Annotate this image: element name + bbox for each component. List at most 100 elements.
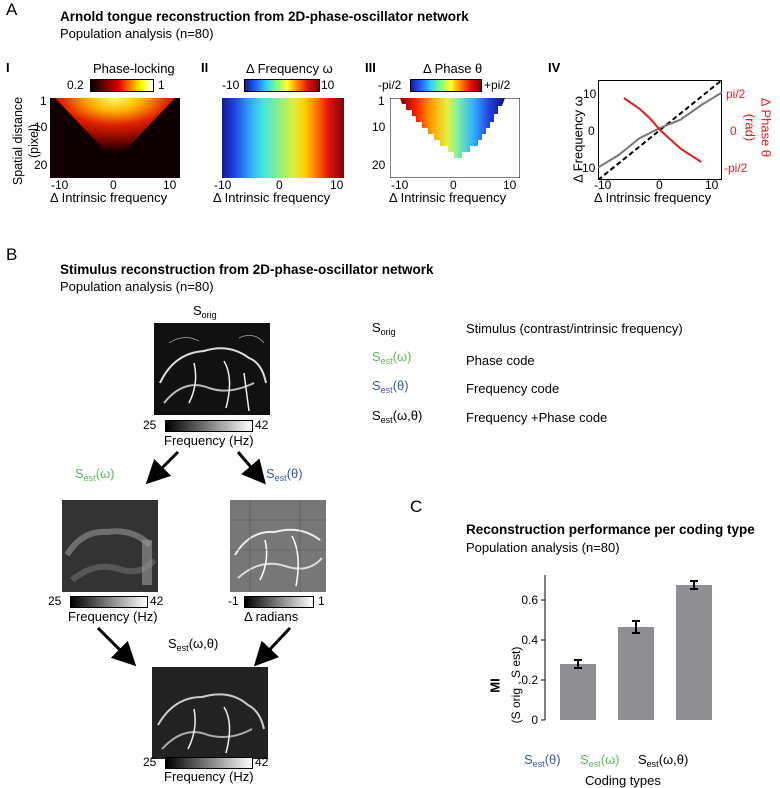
- xlabel-iv: Δ Intrinsic frequency: [594, 190, 712, 205]
- legend-both-symbol: Sest(ω,θ): [372, 408, 423, 425]
- cbar-theta-max: 1: [318, 594, 325, 608]
- xtick-iii-0: 0: [450, 178, 457, 192]
- cbar-orig-label: Frequency (Hz): [164, 433, 254, 448]
- y-tick-label: 0.6: [521, 593, 538, 607]
- delta-frequency-colorbar: [244, 79, 320, 92]
- xlabel-iii: Δ Intrinsic frequency: [389, 190, 507, 205]
- identity-line: [598, 80, 722, 180]
- phase-curve: [623, 97, 702, 163]
- y-tick-label: 0.2: [521, 673, 538, 687]
- iv-ytick-right-pi2: pi/2: [726, 87, 746, 101]
- xtick-iv-0: 0: [656, 178, 663, 192]
- iv-ytick-right-negpi2: -pi/2: [724, 161, 748, 175]
- legend-orig-desc: Stimulus (contrast/intrinsic frequency): [466, 321, 683, 336]
- s-est-theta-image: [230, 500, 326, 592]
- arnold-line-plot: [598, 80, 722, 180]
- ytick-iii-1: 1: [378, 94, 385, 108]
- phase-locking-colorbar: [90, 79, 154, 92]
- coding-types-label: Coding types: [585, 773, 661, 788]
- iv-y-right-label: Δ Phase θ: [758, 97, 774, 158]
- legend-theta-desc: Frequency code: [466, 381, 560, 396]
- iv-ytick-left-0: 0: [588, 124, 595, 138]
- cbar-omega-min: 25: [48, 594, 62, 608]
- subpanel-ii-numeral: II: [201, 60, 209, 75]
- cat-both-label: Sest(ω,θ): [638, 752, 689, 769]
- cbar-orig: [165, 420, 253, 432]
- s-est-both-label: Sest(ω,θ): [168, 636, 219, 653]
- cbar-iii-min: -pi/2: [378, 78, 402, 92]
- panel-b-title: Stimulus reconstruction from 2D-phase-os…: [60, 262, 434, 277]
- panel-letter-a: A: [6, 0, 18, 19]
- mi-label: MI: [487, 678, 503, 693]
- xtick-i-0: 0: [110, 178, 117, 192]
- pixel-unit-label: (pixel): [27, 123, 41, 159]
- frequency-curve: [598, 91, 722, 169]
- cbar-omega: [70, 596, 148, 608]
- cbar-omega-label: Frequency (Hz): [68, 609, 158, 624]
- delta-phase-colorbar: [410, 79, 482, 92]
- legend-both-desc: Frequency +Phase code: [466, 410, 608, 425]
- bar: [560, 664, 596, 720]
- iv-ytick-right-0: 0: [730, 124, 737, 138]
- cbar-both-label: Frequency (Hz): [164, 769, 254, 784]
- iv-y-right-unit: (rad): [742, 113, 758, 142]
- cbar-both-min: 25: [143, 755, 157, 769]
- spatial-distance-label: Spatial distance: [11, 96, 25, 186]
- legend-omega-desc: Phase code: [466, 353, 535, 368]
- panel-letter-b: B: [6, 245, 18, 264]
- cbar-theta: [244, 596, 314, 608]
- ytick-iii-20: 20: [372, 158, 386, 172]
- panel-c-subtitle: Population analysis (n=80): [466, 540, 620, 555]
- s-est-theta-label: Sest(θ): [266, 466, 303, 483]
- xtick-i-10: 10: [163, 178, 177, 192]
- ytick-iii-10: 10: [372, 120, 386, 134]
- xtick-i-neg10: -10: [51, 178, 69, 192]
- subpanel-i-numeral: I: [6, 60, 10, 75]
- legend-orig-symbol: Sorig: [372, 320, 396, 337]
- phase-locking-label: Phase-locking: [93, 61, 175, 76]
- cbar-orig-max: 42: [255, 418, 269, 432]
- s-orig-image: [154, 323, 270, 415]
- xlabel-i: Δ Intrinsic frequency: [50, 190, 168, 205]
- cbar-iii-max: +pi/2: [484, 78, 511, 92]
- iv-ytick-left-10: 10: [583, 87, 597, 101]
- bar: [618, 627, 654, 720]
- cbar-ii-max: 10: [321, 78, 335, 92]
- y-tick-label: 0.4: [521, 633, 538, 647]
- ytick-i-1: 1: [40, 94, 47, 108]
- mi-bar-chart: 0 0.2 0.4 0.6: [521, 575, 712, 727]
- legend-theta-symbol: Sest(θ): [372, 378, 409, 395]
- cbar-ii-min: -10: [222, 78, 240, 92]
- cbar-i-min: 0.2: [67, 78, 84, 92]
- xtick-iii-10: 10: [503, 178, 517, 192]
- xtick-iii-neg10: -10: [391, 178, 409, 192]
- delta-frequency-heatmap: [222, 98, 344, 178]
- cbar-both: [165, 757, 253, 769]
- panel-b-subtitle: Population analysis (n=80): [60, 279, 214, 294]
- delta-phase-label: Δ Phase θ: [423, 61, 483, 76]
- ytick-i-10: 10: [34, 120, 48, 134]
- iv-plot-lines: [598, 80, 722, 180]
- xtick-ii-0: 0: [276, 178, 283, 192]
- xtick-iv-neg10: -10: [594, 178, 612, 192]
- legend-omega-symbol: Sest(ω): [372, 349, 412, 366]
- delta-phase-heatmap: [390, 98, 520, 178]
- panel-a-title: Arnold tongue reconstruction from 2D-pha…: [60, 9, 469, 24]
- y-tick-label: 0: [531, 713, 538, 727]
- xlabel-ii: Δ Intrinsic frequency: [213, 190, 331, 205]
- panel-c-title: Reconstruction performance per coding ty…: [466, 522, 755, 537]
- subpanel-iii-numeral: III: [365, 60, 376, 75]
- cbar-omega-max: 42: [150, 594, 164, 608]
- cbar-theta-min: -1: [228, 594, 239, 608]
- cbar-i-max: 1: [158, 78, 165, 92]
- cbar-orig-min: 25: [143, 418, 157, 432]
- delta-frequency-label: Δ Frequency ω: [246, 61, 333, 76]
- s-est-omega-label: Sest(ω): [75, 466, 115, 483]
- iv-ytick-left-neg10: -10: [578, 161, 596, 175]
- cbar-theta-label: Δ radians: [244, 609, 299, 624]
- s-est-omega-image: [62, 500, 158, 592]
- xtick-ii-neg10: -10: [214, 178, 232, 192]
- xtick-ii-10: 10: [330, 178, 344, 192]
- s-orig-label: Sorig: [193, 303, 217, 320]
- phase-locking-heatmap: [50, 98, 180, 178]
